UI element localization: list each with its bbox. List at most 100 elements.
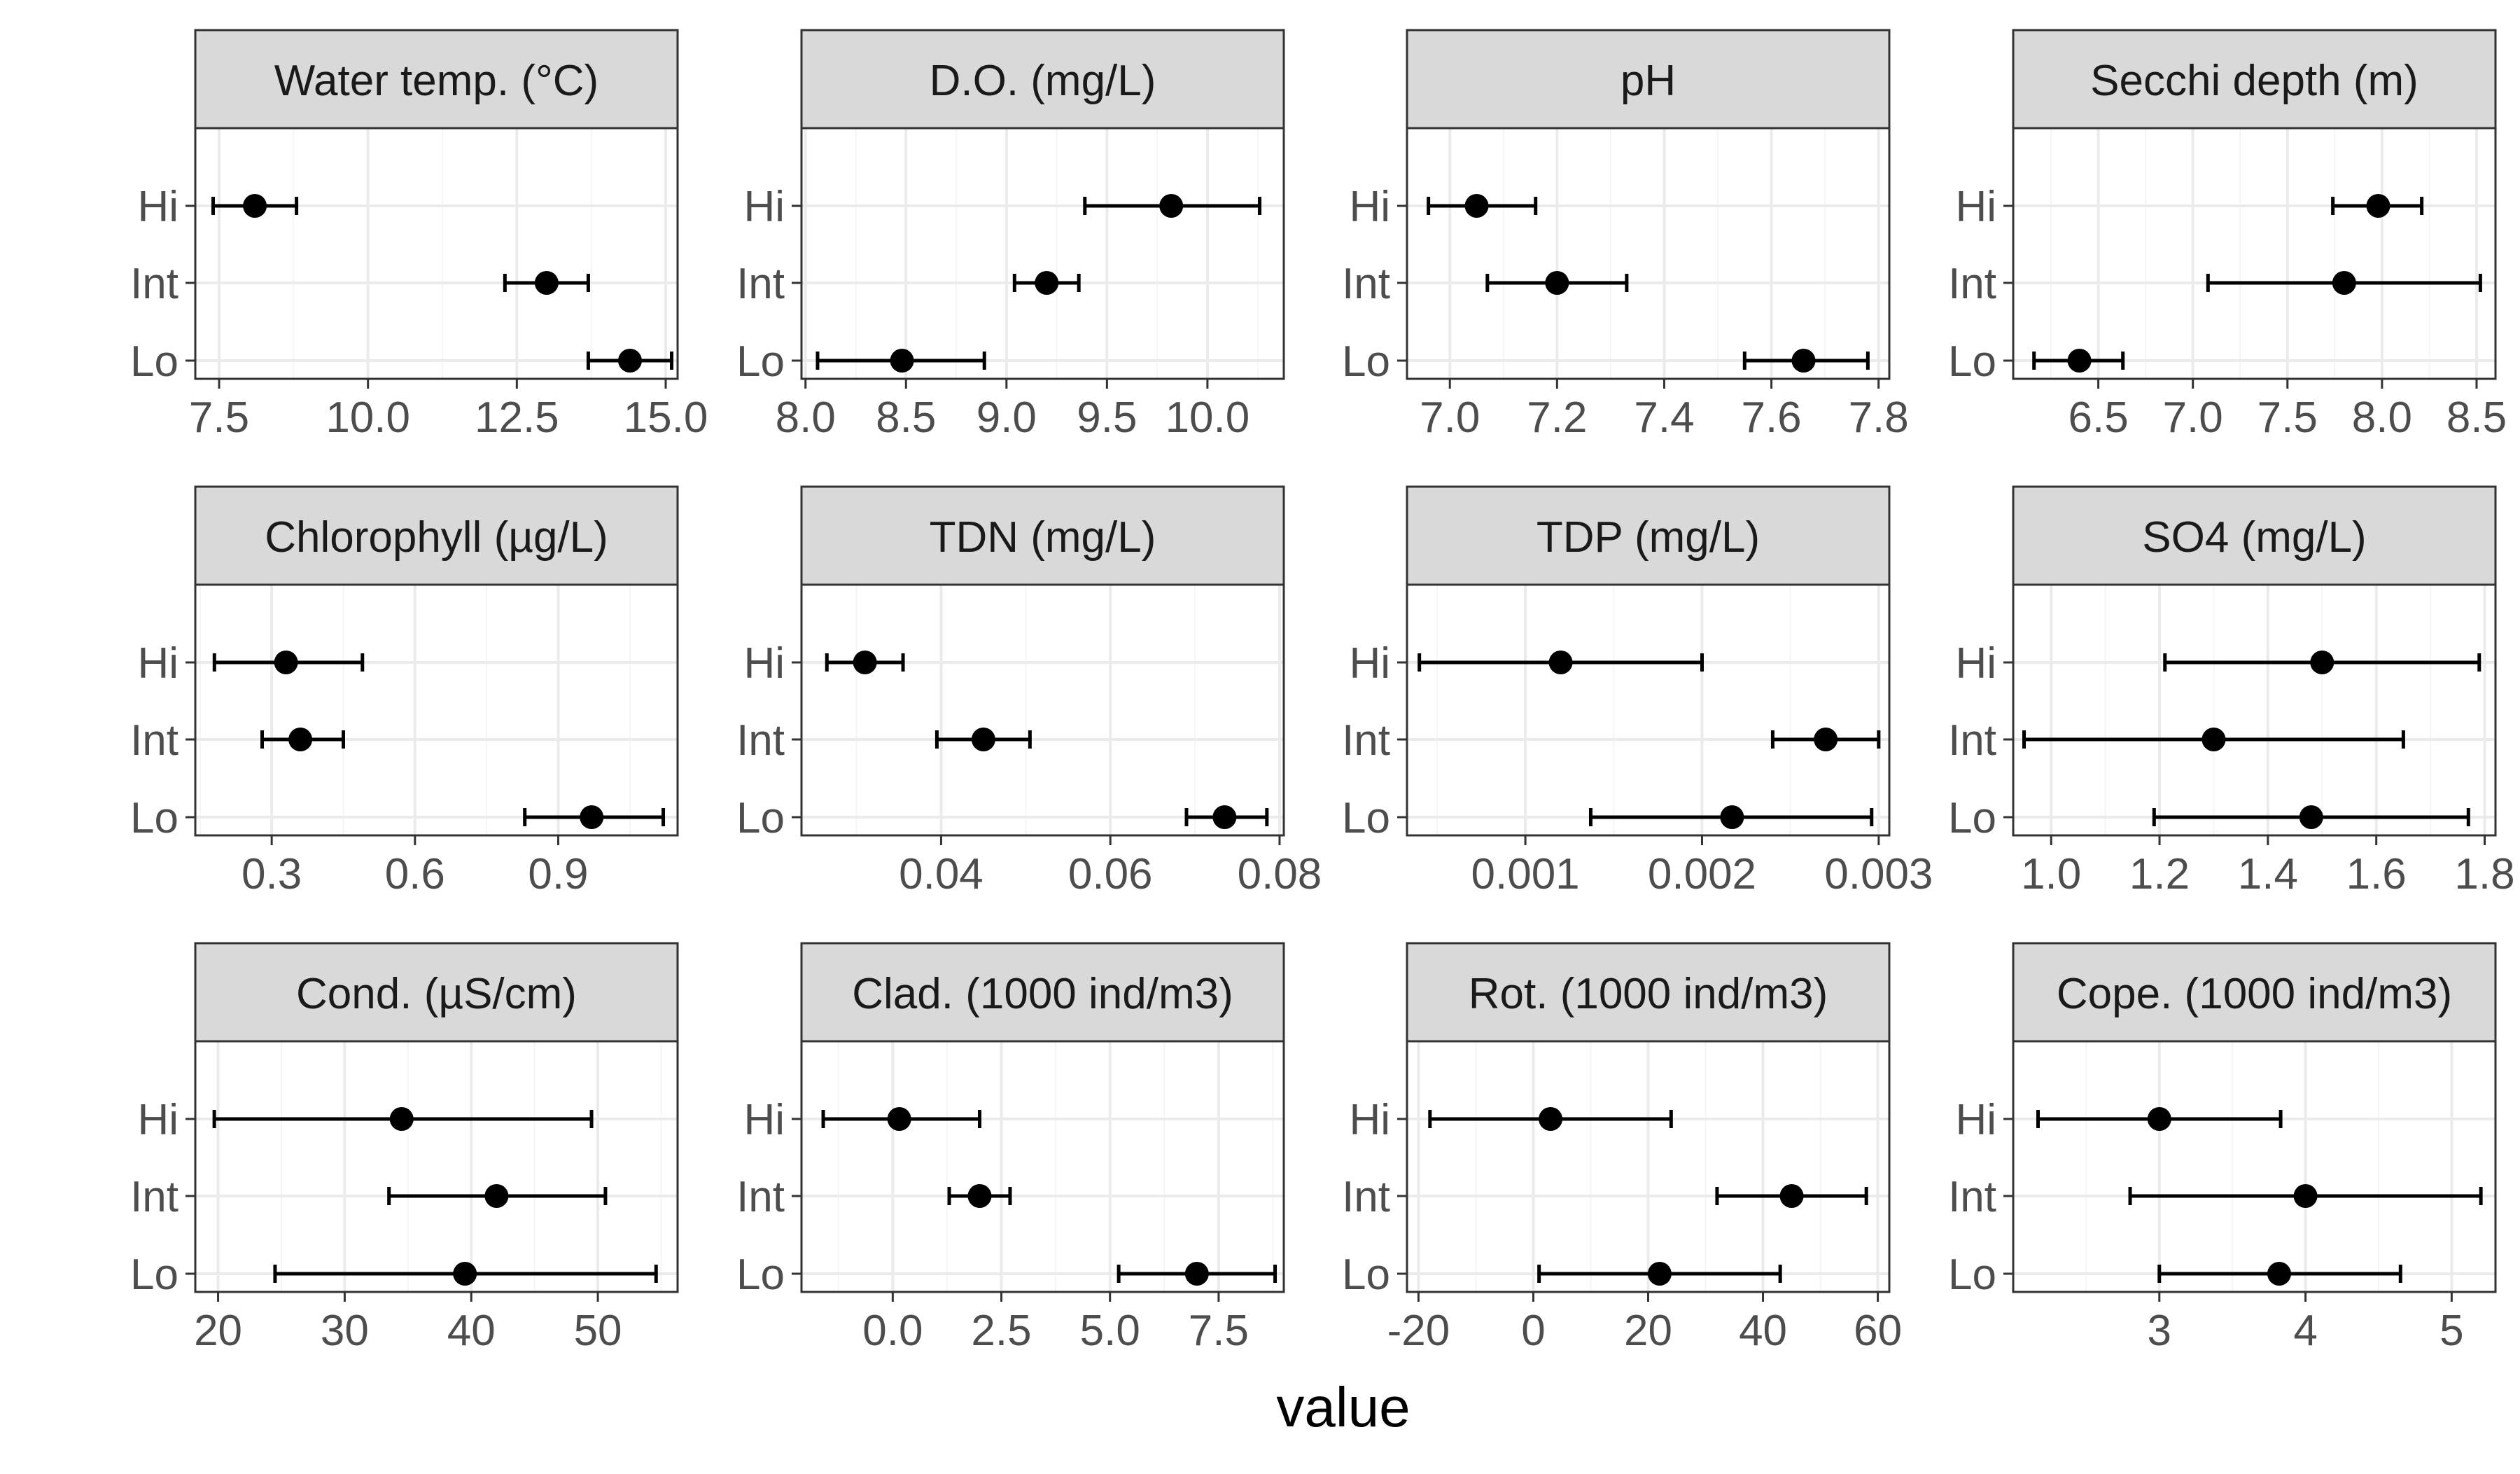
plot-area [195,1041,678,1292]
x-tick-label: 8.5 [2446,394,2507,442]
y-tick-label: Int [1948,716,1996,765]
x-tick-label: 20 [1624,1307,1672,1355]
data-point [1539,1107,1563,1131]
data-point [1464,194,1489,218]
data-point [853,651,877,674]
data-point [967,1184,992,1208]
x-tick-label: 0.6 [385,850,445,898]
y-tick-label: Lo [736,794,785,842]
y-tick-label: Int [1948,260,1996,308]
x-tick-label: 40 [447,1307,496,1355]
y-tick-label: Hi [743,639,785,688]
plot-area [802,1041,1284,1292]
y-tick-label: Int [130,716,178,765]
data-point [1720,805,1744,829]
x-tick-label: 9.0 [976,394,1037,442]
facet-strip [800,29,1285,130]
x-tick-label: 7.8 [1849,394,1909,442]
data-point [1212,805,1237,829]
facet-title: TDN (mg/L) [930,513,1156,562]
data-point [971,728,995,751]
x-tick-label: 9.5 [1077,394,1137,442]
plot-area [195,128,678,379]
y-tick-label: Lo [1342,1251,1390,1299]
x-tick-label: 1.6 [2346,850,2407,898]
facet-strip [194,29,679,130]
x-tick-label: 2.5 [971,1307,1031,1355]
panel-border [2012,583,2497,837]
facet-strip [2012,485,2497,586]
x-tick-label: 40 [1739,1307,1787,1355]
x-tick-label: 0.002 [1648,850,1756,898]
data-point [2299,805,2323,829]
x-tick-label: 7.0 [1420,394,1480,442]
x-tick-label: 50 [574,1307,622,1355]
facet-title: Clad. (1000 ind/m3) [852,970,1233,1018]
x-tick-label: 5.0 [1080,1307,1140,1355]
data-point [2067,349,2092,373]
x-tick-label: 10.0 [1166,394,1250,442]
y-tick-label: Lo [130,338,178,386]
panel-border [1406,127,1891,380]
data-point [484,1184,509,1208]
data-point [1159,194,1184,218]
facet-panel: pH Hi Int Lo 7.0 7.2 7.4 7.6 7.8 [1342,29,1909,442]
facet-panel: Cond. (µS/cm) Hi Int Lo 20 30 40 50 [130,942,679,1355]
x-tick-label: 7.0 [2163,394,2223,442]
x-tick-label: 8.5 [876,394,936,442]
data-point [2267,1262,2291,1286]
panel-border [2012,127,2497,380]
data-point [2332,271,2356,295]
y-tick-label: Int [130,260,178,308]
data-point [1647,1262,1672,1286]
y-tick-label: Hi [137,639,178,688]
x-tick-label: 1.2 [2129,850,2190,898]
x-tick-label: 7.5 [189,394,249,442]
panel-border [2012,1040,2497,1293]
x-tick-label: 7.5 [1189,1307,1249,1355]
data-point [617,349,642,373]
plot-area [2013,128,2496,379]
facet-strip [194,485,679,586]
x-tick-label: 0.04 [899,850,983,898]
x-axis-label: value [1276,1376,1410,1438]
data-point [1184,1262,1209,1286]
y-tick-label: Hi [1349,1096,1390,1144]
facet-title: SO4 (mg/L) [2142,513,2366,562]
y-tick-label: Lo [736,1251,785,1299]
data-point [1548,651,1573,674]
y-tick-label: Hi [1349,639,1390,688]
data-point [2310,651,2334,674]
y-tick-label: Int [1342,1173,1390,1221]
facet-panel: SO4 (mg/L) Hi Int Lo 1.0 1.2 1.4 1.6 1.8 [1948,485,2515,898]
data-point [887,1107,911,1131]
y-tick-label: Lo [1342,794,1390,842]
x-tick-label: 30 [321,1307,369,1355]
x-tick-label: 0.9 [528,850,588,898]
facet-panel: Rot. (1000 ind/m3) Hi Int Lo -20 0 20 40 60 [1342,942,1902,1355]
data-point [890,349,914,373]
x-tick-label: 8.0 [2352,394,2412,442]
x-tick-label: 6.5 [2068,394,2128,442]
x-tick-label: 4 [2293,1307,2317,1355]
panel-border [1406,583,1891,837]
x-tick-label: 0.003 [1824,850,1933,898]
data-point [453,1262,477,1286]
plot-area [1407,585,1889,835]
facet-panel: Water temp. (°C) Hi Int Lo7.5 10.0 12.5 15.0 [130,29,708,442]
x-tick-label: 12.5 [475,394,559,442]
data-point [389,1107,414,1131]
y-tick-label: Int [1948,1173,1996,1221]
data-point [1035,271,1059,295]
x-tick-label: 0.06 [1068,850,1153,898]
y-tick-label: Hi [743,1096,785,1144]
y-tick-label: Lo [1948,338,1996,386]
y-tick-label: Hi [137,1096,178,1144]
facet-title: Cope. (1000 ind/m3) [2057,970,2452,1018]
x-tick-label: -20 [1387,1307,1450,1355]
facet-panel: TDP (mg/L) Hi Int Lo 0.001 0.002 0.003 [1342,485,1933,898]
facet-panel: TDN (mg/L) Hi Int Lo 0.04 0.06 0.08 [736,485,1322,898]
plot-area [2013,1041,2496,1292]
